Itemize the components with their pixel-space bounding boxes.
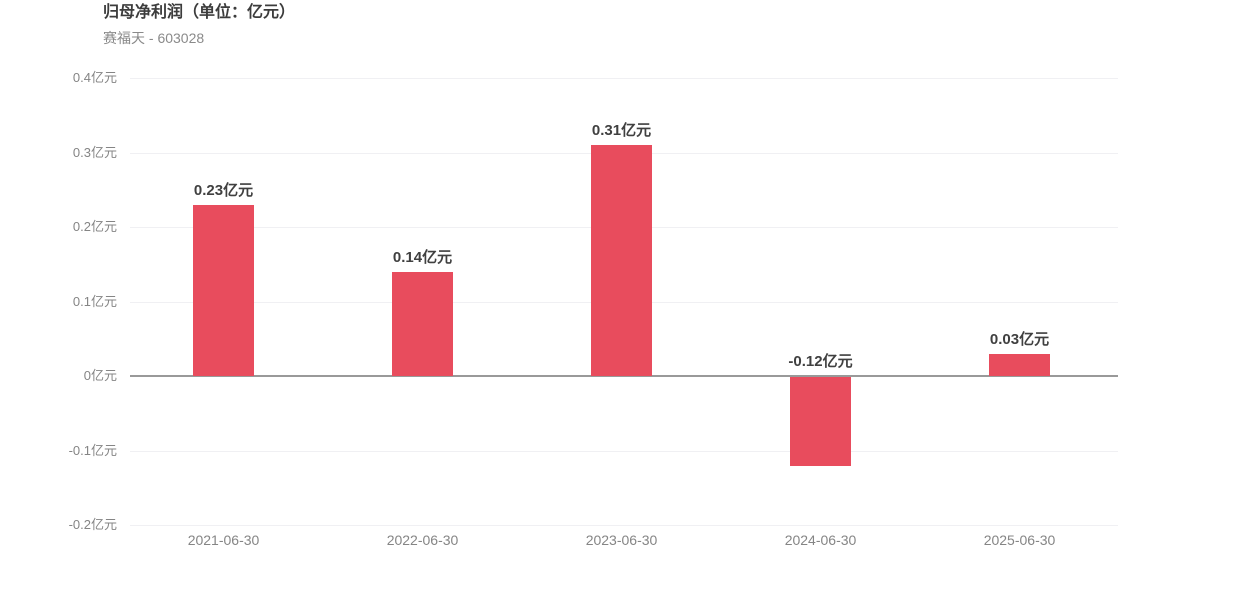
bar-2021-06-30[interactable]: [193, 204, 254, 376]
chart-subtitle: 赛福天 - 603028: [103, 30, 205, 46]
y-axis-tick-label: 0.3亿元: [72, 144, 117, 160]
chart-title: 归母净利润（单位：亿元）: [103, 4, 296, 21]
x-axis-tick-label: 2021-06-30: [187, 532, 260, 548]
gridline: [130, 525, 1118, 526]
y-axis-tick-label: -0.2亿元: [68, 517, 117, 532]
x-axis-tick-label: 2025-06-30: [983, 532, 1056, 548]
y-axis-tick-label: 0.4亿元: [72, 70, 117, 85]
bar-2022-06-30[interactable]: [392, 271, 453, 376]
zero-axis-line: [130, 375, 1118, 377]
bar-2024-06-30[interactable]: [790, 377, 851, 467]
gridline: [130, 450, 1118, 452]
bar-value-label: -0.12亿元: [788, 353, 853, 370]
bar-value-label: 0.31亿元: [591, 122, 652, 140]
bar-value-label: 0.14亿元: [392, 248, 453, 266]
y-axis-tick-label: 0亿元: [83, 368, 117, 383]
y-axis-tick-label: 0.2亿元: [72, 219, 117, 234]
bar-value-label: 0.23亿元: [193, 181, 254, 199]
bar-2023-06-30[interactable]: [591, 145, 652, 376]
x-axis-tick-label: 2022-06-30: [386, 532, 459, 548]
bar-2025-06-30[interactable]: [989, 353, 1050, 376]
y-axis-tick-label: -0.1亿元: [68, 442, 117, 458]
x-axis-tick-label: 2024-06-30: [784, 532, 857, 548]
gridline: [130, 78, 1118, 79]
bar-value-label: 0.03亿元: [989, 330, 1050, 348]
x-axis-tick-label: 2023-06-30: [585, 532, 658, 548]
y-axis-tick-label: 0.1亿元: [72, 293, 117, 309]
